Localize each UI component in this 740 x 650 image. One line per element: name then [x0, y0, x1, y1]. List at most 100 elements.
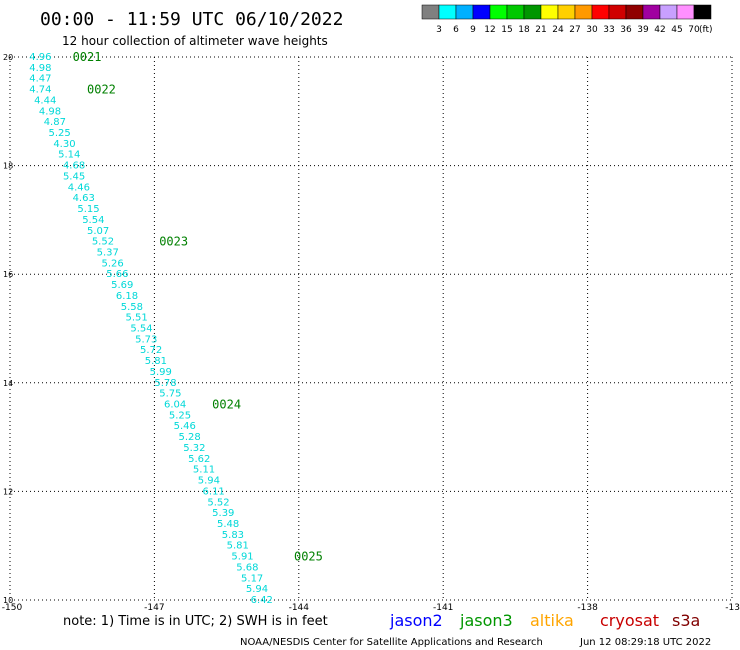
colorbar-label: 36	[620, 25, 632, 35]
colorbar-label: 24	[552, 25, 564, 35]
wave-height-point: 5.45	[63, 171, 85, 182]
color-scale-legend: 3 6 9 12 15 18 21 24 27 30 33 36 39 42 45 70 (ft)	[421, 4, 713, 35]
colorbar-swatch	[659, 4, 678, 20]
colorbar-swatch	[438, 4, 457, 20]
footer-credit: NOAA/NESDIS Center for Satellite Applica…	[240, 637, 543, 648]
wave-height-point: 4.44	[34, 95, 56, 106]
wave-height-point: 5.46	[174, 421, 196, 432]
colorbar-label: 33	[603, 25, 614, 35]
wave-height-point: 4.47	[29, 74, 51, 85]
x-tick-label: -141	[433, 603, 453, 613]
colorbar-swatch	[455, 4, 474, 20]
colorbar-label: 6	[453, 25, 459, 35]
plot-area: 10 12 14 16 18 20 -150 -147 -144 -141 -138 -13 4.9…	[2, 50, 740, 613]
wave-height-point: 5.91	[231, 552, 253, 563]
wave-height-point: 5.54	[130, 324, 152, 335]
wave-height-point: 6.04	[164, 400, 186, 411]
wave-height-point: 4.63	[73, 193, 95, 204]
colorbar-swatch	[574, 4, 593, 20]
time-label: 0021	[73, 50, 102, 64]
wave-height-point: 5.54	[82, 215, 104, 226]
x-tick-label: -150	[2, 603, 23, 613]
colorbar-swatch	[506, 4, 525, 20]
colorbar-swatch	[591, 4, 610, 20]
wave-height-point: 5.66	[106, 269, 128, 280]
wave-height-point: 5.99	[150, 367, 172, 378]
note-text: note: 1) Time is in UTC; 2) SWH is in fe…	[63, 614, 328, 629]
colorbar-label: 21	[535, 25, 546, 35]
wave-height-point: 4.98	[29, 63, 51, 74]
wave-height-point: 4.68	[63, 161, 85, 172]
colorbar-swatch	[693, 4, 712, 20]
x-tick-label: -147	[144, 603, 164, 613]
wave-height-point: 4.30	[53, 139, 75, 150]
wave-height-point: 5.25	[49, 128, 71, 139]
wave-height-point: 5.72	[140, 345, 162, 356]
wave-height-point: 6.42	[251, 595, 273, 606]
colorbar-unit: (ft)	[699, 25, 713, 35]
wave-height-point: 4.74	[29, 85, 51, 96]
wave-height-point: 5.51	[126, 313, 148, 324]
data-points: 4.964.984.474.744.444.984.875.254.305.14…	[29, 52, 273, 606]
colorbar-label: 42	[654, 25, 665, 35]
wave-height-point: 5.32	[183, 443, 205, 454]
chart-title: 00:00 - 11:59 UTC 06/10/2022	[40, 9, 343, 30]
colorbar-swatch	[421, 4, 440, 20]
colorbar-swatch	[625, 4, 644, 20]
wave-height-point: 5.58	[121, 302, 143, 313]
wave-height-point: 5.28	[178, 432, 200, 443]
wave-height-point: 5.81	[145, 356, 167, 367]
satellite-legend-s3a: s3a	[672, 611, 700, 630]
x-tick-label: -144	[289, 603, 310, 613]
satellite-legend: jason2 jason3 altika cryosat s3a	[389, 611, 700, 630]
satellite-legend-cryosat: cryosat	[600, 611, 659, 630]
satellite-legend-jason3: jason3	[459, 611, 513, 630]
wave-height-point: 5.69	[111, 280, 133, 291]
colorbar-label: 15	[501, 25, 512, 35]
time-label: 0025	[294, 550, 323, 564]
wave-height-point: 5.83	[222, 530, 244, 541]
colorbar-label: 9	[470, 25, 476, 35]
colorbar-label: 27	[569, 25, 580, 35]
wave-height-point: 5.68	[236, 562, 258, 573]
y-axis-ticks: 10 12 14 16 18 20	[3, 53, 13, 605]
wave-height-point: 4.87	[44, 117, 66, 128]
grid-lines	[9, 56, 733, 601]
footer-timestamp: Jun 12 08:29:18 UTC 2022	[579, 637, 711, 648]
wave-height-point: 5.11	[193, 465, 215, 476]
wave-height-point: 6.11	[203, 486, 225, 497]
colorbar-swatch	[472, 4, 491, 20]
wave-height-point: 4.98	[39, 106, 61, 117]
time-labels: 0021 0022 0023 0024 0025	[73, 50, 323, 564]
x-tick-label: -13	[725, 603, 740, 613]
chart-subtitle: 12 hour collection of altimeter wave hei…	[62, 34, 328, 48]
wave-height-point: 5.81	[227, 541, 249, 552]
colorbar-swatch	[557, 4, 576, 20]
colorbar-label: 3	[436, 25, 442, 35]
colorbar-swatch	[540, 4, 559, 20]
y-tick-label: 20	[3, 53, 13, 62]
colorbar-swatch	[489, 4, 508, 20]
x-axis-ticks: -150 -147 -144 -141 -138 -13	[2, 603, 740, 613]
time-label: 0022	[87, 83, 116, 97]
wave-height-point: 5.52	[207, 497, 229, 508]
wave-height-point: 5.39	[212, 508, 234, 519]
satellite-legend-altika: altika	[530, 611, 574, 630]
y-tick-label: 18	[3, 162, 13, 171]
wave-height-point: 5.14	[58, 150, 80, 161]
time-label: 0023	[159, 235, 188, 249]
wave-height-point: 6.18	[116, 291, 138, 302]
wave-height-point: 5.52	[92, 237, 114, 248]
colorbar-swatch	[642, 4, 661, 20]
wave-height-point: 5.07	[87, 226, 109, 237]
wave-height-point: 5.17	[241, 573, 263, 584]
wave-height-point: 5.78	[154, 378, 176, 389]
y-tick-label: 14	[3, 379, 13, 388]
wave-height-point: 5.48	[217, 519, 239, 530]
wave-height-point: 5.26	[101, 258, 123, 269]
colorbar-swatch	[676, 4, 695, 20]
colorbar-label: 12	[484, 25, 495, 35]
wave-height-point: 5.62	[188, 454, 210, 465]
wave-height-point: 4.96	[29, 52, 51, 63]
colorbar-label: 70	[688, 25, 700, 35]
